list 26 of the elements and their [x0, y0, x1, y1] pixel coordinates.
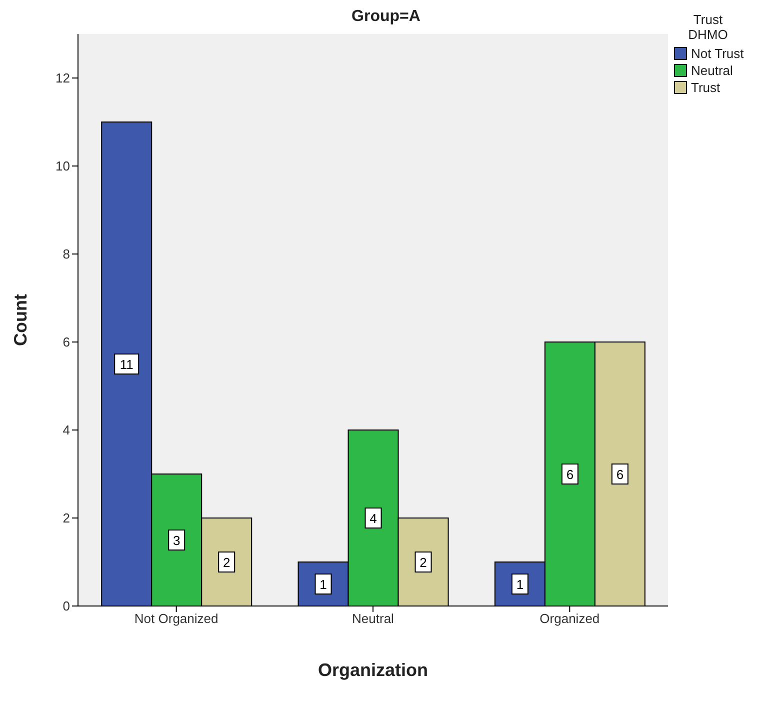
y-tick-label: 8	[62, 246, 70, 262]
legend-title: Trust DHMO	[687, 12, 729, 42]
data-label: 6	[566, 467, 574, 482]
x-axis-title: Organization	[318, 660, 428, 680]
data-label: 1	[320, 577, 327, 592]
x-tick-label: Not Organized	[134, 611, 218, 626]
data-label: 4	[370, 511, 377, 526]
x-tick-label: Organized	[540, 611, 600, 626]
y-tick-label: 6	[62, 334, 70, 350]
data-label: 6	[616, 467, 624, 482]
data-label: 1	[516, 577, 524, 592]
chart-title: Group=A	[350, 8, 422, 26]
y-tick-label: 12	[56, 70, 70, 86]
data-label: 3	[172, 533, 180, 548]
y-axis-title: Count	[10, 294, 30, 346]
y-tick-label: 10	[56, 158, 70, 174]
y-tick-label: 4	[62, 422, 70, 438]
y-tick-label: 2	[62, 510, 70, 526]
x-tick-label: Neutral	[352, 611, 394, 626]
legend-label: Not Trust	[691, 46, 744, 61]
legend-label: Neutral	[691, 63, 733, 78]
data-label: 11	[120, 357, 134, 372]
data-label: 2	[222, 555, 230, 570]
data-label: 2	[420, 555, 427, 570]
y-tick-label: 0	[62, 598, 70, 614]
legend-label: Trust	[691, 80, 720, 95]
